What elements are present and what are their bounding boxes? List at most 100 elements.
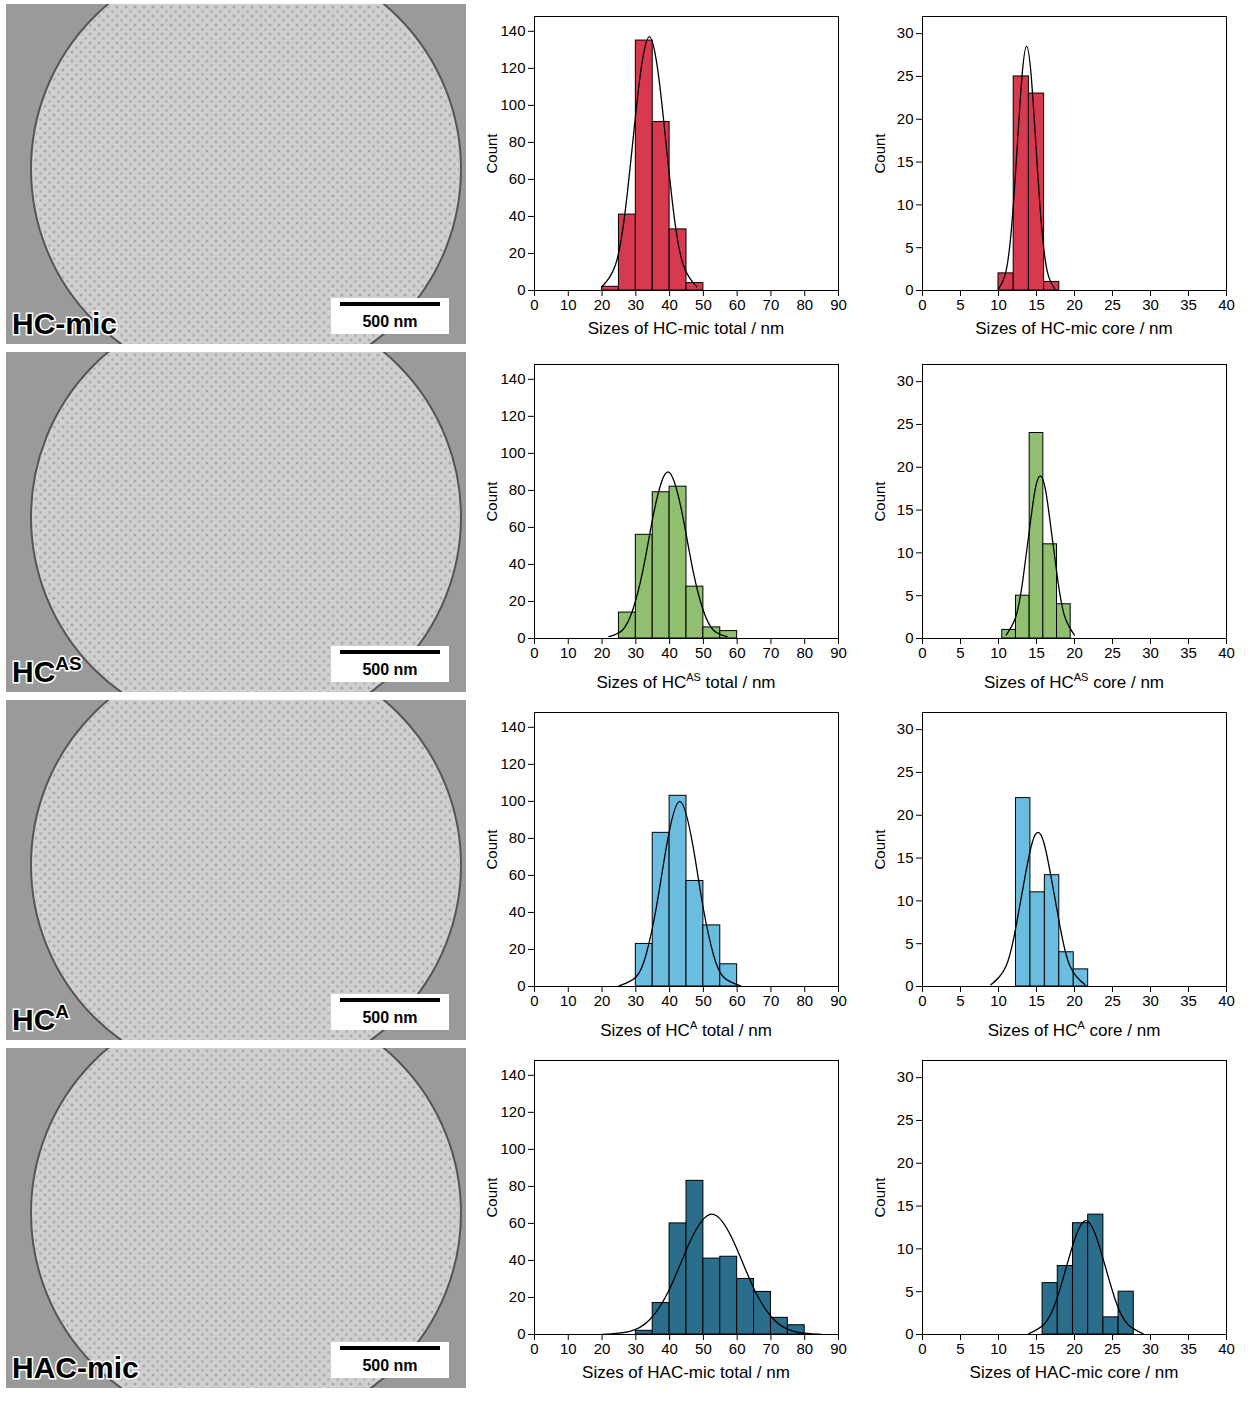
svg-text:0: 0	[918, 992, 926, 1009]
svg-text:70: 70	[763, 296, 780, 313]
svg-text:30: 30	[627, 1340, 644, 1357]
svg-text:140: 140	[500, 370, 525, 387]
svg-text:60: 60	[729, 644, 746, 661]
svg-text:Count: Count	[483, 1177, 500, 1218]
svg-text:5: 5	[956, 644, 964, 661]
svg-text:0: 0	[530, 1340, 538, 1357]
svg-text:10: 10	[560, 992, 577, 1009]
svg-text:Count: Count	[871, 1177, 888, 1218]
svg-text:10: 10	[990, 296, 1007, 313]
svg-text:0: 0	[517, 1325, 525, 1342]
svg-text:0: 0	[918, 296, 926, 313]
svg-text:25: 25	[1104, 992, 1121, 1009]
svg-text:0: 0	[905, 629, 913, 646]
svg-text:Count: Count	[871, 133, 888, 174]
svg-text:30: 30	[627, 644, 644, 661]
svg-text:5: 5	[905, 1282, 913, 1299]
svg-text:80: 80	[509, 829, 526, 846]
svg-text:70: 70	[763, 1340, 780, 1357]
svg-text:500 nm: 500 nm	[362, 661, 417, 678]
svg-text:10: 10	[897, 892, 914, 909]
svg-text:20: 20	[594, 1340, 611, 1357]
svg-text:HC-mic: HC-mic	[12, 307, 117, 340]
svg-text:60: 60	[509, 518, 526, 535]
svg-text:0: 0	[918, 1340, 926, 1357]
svg-text:30: 30	[627, 296, 644, 313]
svg-text:0: 0	[517, 977, 525, 994]
svg-text:25: 25	[897, 1111, 914, 1128]
svg-text:0: 0	[530, 644, 538, 661]
svg-text:90: 90	[830, 644, 847, 661]
svg-text:20: 20	[1066, 1340, 1083, 1357]
svg-text:140: 140	[500, 1066, 525, 1083]
svg-text:30: 30	[897, 372, 914, 389]
svg-text:Count: Count	[483, 481, 500, 522]
svg-text:HAC-mic: HAC-mic	[12, 1351, 139, 1384]
svg-text:50: 50	[695, 1340, 712, 1357]
svg-text:40: 40	[661, 296, 678, 313]
svg-text:140: 140	[500, 22, 525, 39]
svg-text:120: 120	[500, 1103, 525, 1120]
svg-text:10: 10	[990, 644, 1007, 661]
svg-text:80: 80	[796, 992, 813, 1009]
svg-text:15: 15	[1028, 1340, 1045, 1357]
svg-text:60: 60	[509, 170, 526, 187]
svg-text:100: 100	[500, 96, 525, 113]
svg-text:120: 120	[500, 59, 525, 76]
svg-text:20: 20	[1066, 644, 1083, 661]
svg-text:20: 20	[594, 992, 611, 1009]
svg-text:80: 80	[796, 1340, 813, 1357]
svg-text:10: 10	[560, 1340, 577, 1357]
svg-text:25: 25	[897, 763, 914, 780]
svg-text:90: 90	[830, 296, 847, 313]
svg-text:30: 30	[1142, 644, 1159, 661]
svg-text:30: 30	[1142, 296, 1159, 313]
svg-text:20: 20	[1066, 296, 1083, 313]
svg-text:25: 25	[897, 67, 914, 84]
svg-text:5: 5	[905, 238, 913, 255]
svg-text:40: 40	[1218, 1340, 1235, 1357]
svg-text:Count: Count	[871, 481, 888, 522]
svg-text:15: 15	[1028, 644, 1045, 661]
svg-text:Count: Count	[483, 133, 500, 174]
svg-text:HCA: HCA	[12, 1001, 69, 1036]
svg-text:10: 10	[560, 644, 577, 661]
svg-text:40: 40	[509, 207, 526, 224]
svg-text:10: 10	[990, 992, 1007, 1009]
svg-text:120: 120	[500, 755, 525, 772]
svg-text:50: 50	[695, 644, 712, 661]
svg-text:40: 40	[661, 1340, 678, 1357]
svg-text:35: 35	[1180, 992, 1197, 1009]
svg-text:140: 140	[500, 718, 525, 735]
svg-text:0: 0	[905, 977, 913, 994]
svg-text:100: 100	[500, 444, 525, 461]
svg-text:0: 0	[918, 644, 926, 661]
svg-text:100: 100	[500, 792, 525, 809]
svg-text:0: 0	[905, 281, 913, 298]
svg-text:5: 5	[956, 1340, 964, 1357]
svg-text:80: 80	[796, 296, 813, 313]
svg-text:15: 15	[1028, 992, 1045, 1009]
svg-text:40: 40	[1218, 296, 1235, 313]
svg-text:20: 20	[594, 296, 611, 313]
svg-text:HCAS: HCAS	[12, 653, 82, 688]
svg-text:15: 15	[1028, 296, 1045, 313]
svg-text:10: 10	[897, 544, 914, 561]
svg-text:35: 35	[1180, 1340, 1197, 1357]
svg-text:25: 25	[1104, 296, 1121, 313]
svg-text:20: 20	[897, 1154, 914, 1171]
svg-text:15: 15	[897, 153, 914, 170]
svg-text:35: 35	[1180, 296, 1197, 313]
svg-text:5: 5	[956, 296, 964, 313]
svg-text:15: 15	[897, 501, 914, 518]
svg-text:25: 25	[1104, 644, 1121, 661]
svg-text:25: 25	[897, 415, 914, 432]
svg-text:60: 60	[509, 866, 526, 883]
svg-text:40: 40	[509, 555, 526, 572]
svg-text:5: 5	[905, 934, 913, 951]
svg-text:90: 90	[830, 992, 847, 1009]
svg-text:35: 35	[1180, 644, 1197, 661]
svg-text:60: 60	[729, 1340, 746, 1357]
svg-text:40: 40	[1218, 644, 1235, 661]
svg-text:80: 80	[796, 644, 813, 661]
